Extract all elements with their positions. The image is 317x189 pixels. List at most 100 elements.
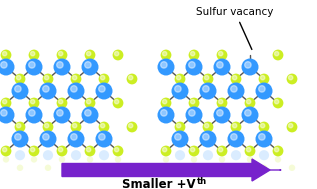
Circle shape	[214, 106, 230, 123]
Circle shape	[42, 74, 53, 84]
Circle shape	[113, 146, 123, 156]
Circle shape	[247, 99, 251, 104]
Circle shape	[163, 99, 167, 104]
Circle shape	[158, 106, 174, 123]
Circle shape	[177, 75, 181, 80]
Circle shape	[113, 50, 123, 60]
Circle shape	[15, 122, 25, 132]
Circle shape	[15, 134, 21, 140]
Circle shape	[199, 130, 217, 147]
Circle shape	[29, 98, 39, 108]
Circle shape	[199, 83, 217, 99]
Circle shape	[245, 62, 251, 68]
Circle shape	[100, 75, 105, 80]
Circle shape	[114, 51, 119, 56]
Circle shape	[232, 123, 237, 128]
Circle shape	[175, 74, 185, 84]
Circle shape	[99, 74, 109, 84]
Circle shape	[71, 86, 77, 92]
Circle shape	[30, 99, 35, 104]
Circle shape	[30, 147, 35, 152]
Circle shape	[1, 50, 11, 60]
Circle shape	[189, 146, 199, 156]
Circle shape	[54, 106, 70, 123]
Circle shape	[177, 165, 183, 171]
Circle shape	[161, 110, 167, 116]
Circle shape	[204, 75, 209, 80]
Circle shape	[126, 122, 137, 132]
Circle shape	[177, 123, 181, 128]
Circle shape	[3, 51, 7, 56]
Circle shape	[59, 147, 63, 152]
Circle shape	[218, 99, 223, 104]
Circle shape	[189, 98, 199, 108]
Circle shape	[29, 146, 39, 156]
Circle shape	[68, 83, 85, 99]
Circle shape	[217, 98, 227, 108]
Circle shape	[161, 98, 171, 108]
Circle shape	[230, 122, 242, 132]
Circle shape	[128, 123, 133, 128]
Circle shape	[287, 122, 297, 132]
Circle shape	[81, 59, 99, 75]
Circle shape	[219, 156, 225, 163]
Circle shape	[71, 122, 81, 132]
Circle shape	[73, 165, 79, 171]
Circle shape	[57, 50, 68, 60]
Circle shape	[31, 156, 37, 163]
Circle shape	[15, 86, 21, 92]
Circle shape	[126, 74, 137, 84]
Circle shape	[242, 59, 258, 75]
Circle shape	[247, 156, 253, 163]
Circle shape	[231, 86, 237, 92]
Circle shape	[275, 156, 281, 163]
Circle shape	[115, 156, 121, 163]
Circle shape	[30, 51, 35, 56]
Circle shape	[43, 134, 49, 140]
Circle shape	[43, 150, 53, 160]
Circle shape	[247, 147, 251, 152]
Circle shape	[205, 165, 211, 171]
Circle shape	[189, 62, 195, 68]
Text: Sulfur vacancy: Sulfur vacancy	[196, 7, 274, 50]
Circle shape	[191, 156, 197, 163]
Circle shape	[71, 150, 81, 160]
Circle shape	[175, 122, 185, 132]
Circle shape	[163, 51, 167, 56]
Circle shape	[217, 146, 227, 156]
Circle shape	[0, 106, 15, 123]
Circle shape	[25, 106, 42, 123]
Circle shape	[3, 147, 7, 152]
Circle shape	[71, 134, 77, 140]
Circle shape	[163, 147, 167, 152]
Circle shape	[85, 98, 95, 108]
Circle shape	[85, 110, 91, 116]
Text: Smaller +V: Smaller +V	[122, 178, 195, 189]
Circle shape	[259, 74, 269, 84]
Circle shape	[217, 50, 227, 60]
Circle shape	[231, 134, 237, 140]
Circle shape	[43, 86, 49, 92]
Circle shape	[256, 83, 273, 99]
Circle shape	[161, 62, 167, 68]
Circle shape	[87, 156, 93, 163]
Circle shape	[185, 106, 203, 123]
Circle shape	[185, 59, 203, 75]
Circle shape	[95, 83, 113, 99]
Circle shape	[114, 147, 119, 152]
Circle shape	[11, 130, 29, 147]
Circle shape	[29, 50, 39, 60]
Circle shape	[15, 74, 25, 84]
Circle shape	[161, 146, 171, 156]
Circle shape	[175, 150, 185, 160]
Circle shape	[17, 165, 23, 171]
Circle shape	[203, 134, 209, 140]
Circle shape	[273, 146, 283, 156]
Circle shape	[175, 86, 181, 92]
Circle shape	[114, 99, 119, 104]
Circle shape	[204, 123, 209, 128]
Circle shape	[228, 83, 244, 99]
Circle shape	[242, 106, 258, 123]
Circle shape	[261, 123, 265, 128]
Circle shape	[171, 83, 189, 99]
